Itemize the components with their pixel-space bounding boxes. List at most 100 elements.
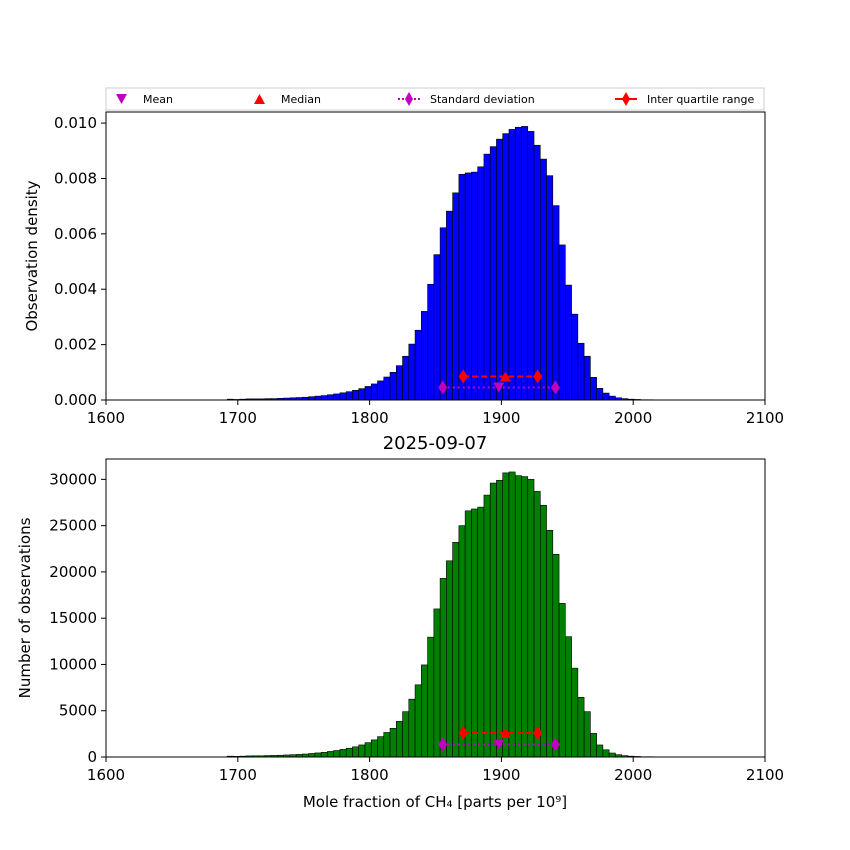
density-x-tick-label: 1800: [351, 409, 389, 427]
count-bar: [521, 476, 529, 758]
density-bar: [539, 158, 547, 401]
density-bar: [333, 393, 341, 401]
count-bar: [583, 711, 591, 758]
count-bar: [402, 711, 410, 758]
density-bar: [314, 395, 322, 401]
density-bar: [508, 129, 516, 401]
count-bar: [552, 554, 560, 758]
count-bar: [427, 636, 435, 758]
count-y-axis-label: Number of observations: [16, 517, 34, 698]
legend-frame: [105, 87, 765, 111]
count-bar: [590, 733, 597, 758]
count-chart-title: 2025-09-07: [383, 433, 488, 454]
std-low-marker: [438, 380, 448, 395]
density-x-tick-label: 1900: [482, 409, 520, 427]
density-y-tick-label: 0.004: [54, 280, 97, 298]
density-bar: [590, 376, 597, 401]
count-bar: [320, 752, 328, 758]
count-bar: [577, 697, 585, 758]
legend-entry-mean: Mean: [116, 93, 173, 106]
count-bars: [226, 471, 654, 758]
count-x-tick-label: 1900: [482, 766, 520, 784]
density-bar: [427, 283, 435, 401]
iqr-marker-icon: [622, 92, 630, 106]
density-bars: [226, 126, 654, 401]
median-marker: [499, 371, 511, 382]
count-bar: [433, 608, 441, 758]
count-bar: [539, 504, 547, 758]
count-bar: [345, 747, 353, 758]
count-panel: 2025-09-07 1600 1700 1800 1900 2000 2100 0 500…: [16, 433, 784, 811]
density-bar: [389, 372, 397, 401]
density-bar: [395, 365, 403, 401]
density-bar: [527, 131, 535, 401]
density-bar: [546, 175, 554, 401]
count-bar: [439, 578, 447, 758]
density-y-tick-label: 0.006: [54, 225, 97, 243]
count-bar: [452, 541, 460, 758]
count-y-tick-label: 5000: [59, 702, 97, 720]
density-y-tick-label: 0.000: [54, 391, 97, 409]
count-bar: [395, 721, 403, 758]
density-y-axis: 0.000 0.002 0.004 0.006 0.008 0.010: [54, 114, 106, 409]
count-y-tick-label: 15000: [49, 609, 97, 627]
density-x-tick-label: 1700: [219, 409, 257, 427]
count-x-tick-label: 1600: [87, 766, 125, 784]
count-bar: [370, 739, 378, 758]
density-bar: [464, 172, 472, 401]
median-marker: [499, 727, 511, 738]
density-bar: [402, 355, 410, 401]
count-bar: [496, 479, 504, 758]
density-bar: [439, 227, 447, 401]
density-bar: [608, 395, 616, 401]
density-bar: [364, 386, 372, 401]
density-summary-markers: [438, 369, 560, 395]
legend: Mean Median Standard deviation Inter qua…: [105, 87, 765, 111]
count-bar: [533, 491, 541, 758]
density-bar: [583, 355, 591, 401]
density-bar: [327, 394, 334, 401]
density-bar: [558, 244, 566, 401]
density-bar: [533, 144, 541, 401]
iqr-low-marker: [458, 369, 468, 384]
density-bar: [377, 380, 385, 401]
density-bar: [489, 146, 497, 401]
iqr-high-marker: [533, 725, 543, 740]
density-bar: [552, 205, 560, 401]
count-bar: [464, 510, 472, 758]
count-x-tick-label: 1700: [219, 766, 257, 784]
mean-marker-icon: [116, 94, 127, 104]
density-bar: [458, 174, 466, 401]
count-y-tick-label: 30000: [49, 470, 97, 488]
count-y-axis: 0 5000 10000 15000 20000 25000 30000: [49, 470, 106, 766]
legend-entry-median: Median: [254, 93, 321, 106]
density-x-axis: 1600 1700 1800 1900 2000 2100: [87, 400, 784, 427]
density-panel: 1600 1700 1800 1900 2000 2100 0.000 0.002 0.004…: [23, 111, 784, 427]
density-bar: [370, 383, 378, 401]
count-bar: [389, 728, 397, 758]
count-bar: [333, 750, 341, 758]
legend-entry-iqr: Inter quartile range: [615, 92, 754, 106]
count-bar: [339, 749, 347, 758]
density-y-tick-label: 0.010: [54, 114, 97, 132]
legend-label-mean: Mean: [143, 93, 173, 106]
density-bar: [496, 138, 504, 401]
density-bar: [433, 254, 441, 401]
count-y-tick-label: 0: [87, 748, 97, 766]
mean-marker: [493, 382, 505, 393]
density-bar: [446, 210, 453, 401]
count-bar: [421, 664, 428, 758]
density-axes-frame: [105, 111, 766, 401]
density-bar: [452, 192, 460, 401]
count-bar: [327, 751, 334, 758]
count-bar: [608, 752, 616, 758]
density-bar: [514, 126, 522, 401]
median-marker-icon: [254, 94, 265, 104]
density-bar: [477, 166, 485, 401]
count-bar: [596, 744, 604, 758]
count-bar: [408, 698, 416, 758]
count-x-tick-label: 2000: [614, 766, 652, 784]
count-bar: [508, 471, 516, 758]
count-bar: [414, 684, 422, 758]
count-bar: [502, 472, 510, 758]
